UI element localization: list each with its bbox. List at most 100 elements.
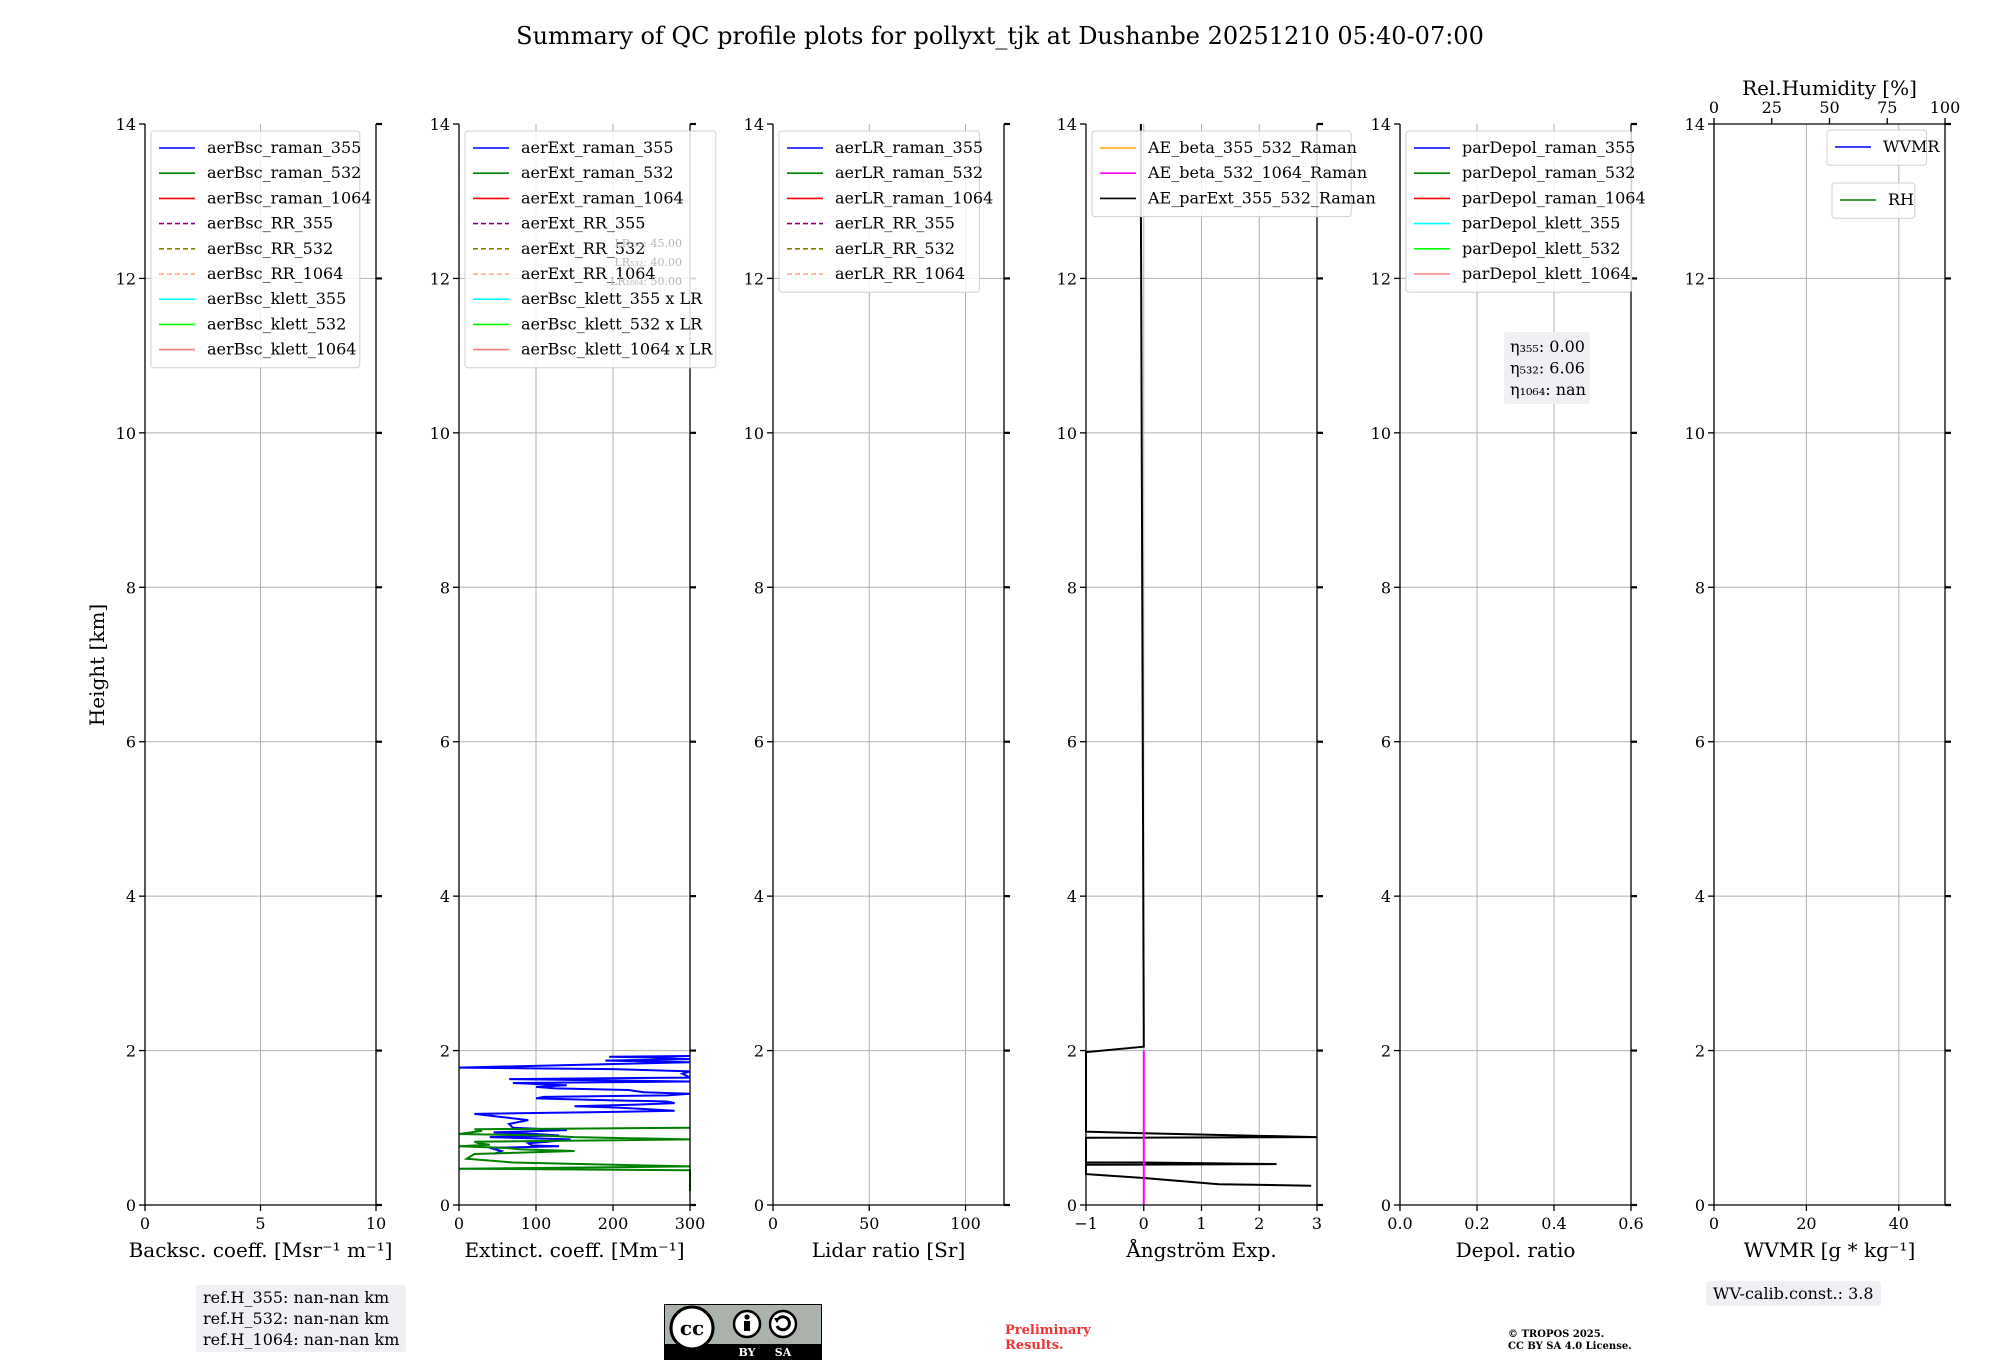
panel-4-x-tick-label: 1 [1196, 1214, 1206, 1233]
panel-4-y-tick-label: 2 [1067, 1042, 1077, 1061]
panel-2-legend-entry: aerExt_RR_1064 [521, 264, 656, 283]
panel-4-legend-entry: AE_beta_532_1064_Raman [1147, 163, 1367, 182]
panel-6-y-tick-label: 2 [1695, 1042, 1705, 1061]
panel-2-x-tick-label: 0 [454, 1214, 464, 1233]
panel-1-legend-entry: aerBsc_klett_532 [207, 314, 346, 333]
panel-2-x-tick-label: 100 [521, 1214, 552, 1233]
cc-mark: cc [680, 1316, 704, 1340]
panel-5-legend-entry: parDepol_klett_355 [1462, 214, 1620, 233]
panel-3-x-axis-label: Lidar ratio [Sr] [812, 1238, 966, 1262]
panel-6-y-tick-label: 10 [1685, 424, 1705, 443]
panel-1-x-tick-label: 5 [255, 1214, 265, 1233]
panel-1-y-tick-label: 8 [126, 578, 136, 597]
panel-5-legend-entry: parDepol_klett_532 [1462, 239, 1620, 258]
panel-3-legend-box [778, 130, 980, 293]
panel-5-legend-entry: parDepol_raman_532 [1462, 163, 1635, 182]
panel-3-y-tick-label: 14 [744, 115, 764, 134]
panel-2-y-tick-label: 8 [440, 578, 450, 597]
panel-6-x2-tick-label: 0 [1709, 98, 1719, 117]
panel-3-legend-entry: aerLR_raman_532 [835, 163, 983, 182]
panel-3-legend-entry: aerLR_raman_355 [835, 138, 983, 157]
panel-2-x-axis-label: Extinct. coeff. [Mm⁻¹] [464, 1238, 684, 1262]
panel-1-legend-box [150, 130, 361, 369]
panel-3-y-tick-label: 6 [754, 733, 764, 752]
cc-by-label: BY [739, 1346, 756, 1359]
panel-5-eta-annotation: η₁₀₆₄: nan [1510, 380, 1586, 399]
panel-6-x2-tick-label: 25 [1762, 98, 1782, 117]
panel-2-y-tick-label: 2 [440, 1042, 450, 1061]
panel-1-x-tick-label: 0 [140, 1214, 150, 1233]
preliminary-line-2: Results. [1005, 1338, 1064, 1353]
panel-2-y-tick-label: 4 [440, 887, 450, 906]
panel-5-y-tick-label: 10 [1371, 424, 1391, 443]
panel-3-legend-entry: aerLR_RR_355 [835, 214, 955, 233]
ref-height-1064: ref.H_1064: nan-nan km [203, 1330, 400, 1349]
panel-1-legend-entry: aerBsc_raman_532 [207, 163, 361, 182]
panel-2-x-tick-label: 200 [598, 1214, 629, 1233]
panel-3-x-tick-label: 100 [950, 1214, 981, 1233]
panel-5-x-tick-label: 0.2 [1464, 1214, 1489, 1233]
panel-1-legend-entry: aerBsc_raman_1064 [207, 188, 372, 207]
panel-3-y-tick-label: 0 [754, 1196, 764, 1215]
panel-2-lidar-ratio-annotation: LR₃₅₅: 45.00 [614, 237, 682, 250]
panel-5-eta-annotation: η₅₃₂: 6.06 [1510, 359, 1585, 378]
panel-1-legend-entry: aerBsc_klett_355 [207, 289, 346, 308]
panel-6-legend-box [1826, 129, 1928, 166]
panel-2-lidar-ratio-annotation: LR₁₀₆₄: 50.00 [610, 275, 682, 288]
panel-4-y-tick-label: 0 [1067, 1196, 1077, 1215]
panel-6-y-tick-label: 8 [1695, 578, 1705, 597]
panel-2-legend-entry: aerBsc_klett_1064 x LR [521, 340, 713, 359]
figure-title: Summary of QC profile plots for pollyxt_… [516, 22, 1484, 50]
panel-1-x-axis-label: Backsc. coeff. [Msr⁻¹ m⁻¹] [129, 1238, 393, 1262]
panel-2-y-tick-label: 12 [430, 269, 450, 288]
panel-5-y-tick-label: 0 [1381, 1196, 1391, 1215]
panel-6-y-tick-label: 12 [1685, 269, 1705, 288]
panel-2-x-tick-label: 300 [675, 1214, 706, 1233]
panel-1-y-tick-label: 2 [126, 1042, 136, 1061]
panel-3-y-tick-label: 8 [754, 578, 764, 597]
panel-3-y-tick-label: 4 [754, 887, 764, 906]
ref-height-355: ref.H_355: nan-nan km [203, 1288, 390, 1307]
panel-5-y-tick-label: 8 [1381, 578, 1391, 597]
panel-5-y-tick-label: 6 [1381, 733, 1391, 752]
panel-4-y-tick-label: 6 [1067, 733, 1077, 752]
panel-2-legend-entry: aerExt_raman_532 [521, 163, 674, 182]
panel-5-y-tick-label: 14 [1371, 115, 1391, 134]
panel-2-legend-entry: aerBsc_klett_355 x LR [521, 289, 703, 308]
panel-6-x2-tick-label: 50 [1819, 98, 1839, 117]
panel-6-y-tick-label: 6 [1695, 733, 1705, 752]
panel-6-y-tick-label: 14 [1685, 115, 1705, 134]
panel-6-x-tick-label: 20 [1796, 1214, 1816, 1233]
panel-1-legend-entry: aerBsc_RR_1064 [207, 264, 343, 283]
panel-5-legend-entry: parDepol_raman_1064 [1462, 188, 1646, 207]
panel-3-y-tick-label: 12 [744, 269, 764, 288]
panel-3-legend-entry: aerLR_RR_532 [835, 239, 955, 258]
panel-5-legend-box [1405, 130, 1633, 293]
panel-4-x-tick-label: −1 [1074, 1214, 1098, 1233]
panel-3-y-tick-label: 2 [754, 1042, 764, 1061]
wv-calib-box: WV-calib.const.: 3.8 [1706, 1281, 1881, 1306]
panel-5-x-tick-label: 0.4 [1541, 1214, 1566, 1233]
panel-4-x-tick-label: 0 [1139, 1214, 1149, 1233]
panel-3-legend-entry: aerLR_RR_1064 [835, 264, 965, 283]
panel-6-legend-entry: WVMR [1883, 137, 1940, 156]
panel-1-y-tick-label: 6 [126, 733, 136, 752]
panel-3-y-tick-label: 10 [744, 424, 764, 443]
panel-6-x-tick-label: 40 [1889, 1214, 1909, 1233]
panel-4-legend-entry: AE_beta_355_532_Raman [1147, 138, 1357, 157]
panel-1-y-tick-label: 10 [116, 424, 136, 443]
panel-1-legend-entry: aerBsc_RR_532 [207, 239, 333, 258]
copyright-line-1: © TROPOS 2025. [1508, 1329, 1605, 1340]
copyright-note: © TROPOS 2025. CC BY SA 4.0 License. [1508, 1329, 1632, 1353]
panel-1-y-tick-label: 14 [116, 115, 136, 134]
sa-sharealike-icon [768, 1309, 798, 1339]
panel-5-eta-annotation: η₃₅₅: 0.00 [1510, 337, 1585, 356]
ref-heights-box: ref.H_355: nan-nan km ref.H_532: nan-nan… [196, 1285, 407, 1352]
cc-sa-label: SA [775, 1346, 792, 1359]
panel-1-legend-entry: aerBsc_RR_355 [207, 214, 333, 233]
panel-5-y-tick-label: 12 [1371, 269, 1391, 288]
panel-5-x-axis-label: Depol. ratio [1456, 1238, 1576, 1262]
panel-1-y-tick-label: 4 [126, 887, 136, 906]
panel-5-legend-entry: parDepol_raman_355 [1462, 138, 1635, 157]
panel-2-y-tick-label: 14 [430, 115, 450, 134]
